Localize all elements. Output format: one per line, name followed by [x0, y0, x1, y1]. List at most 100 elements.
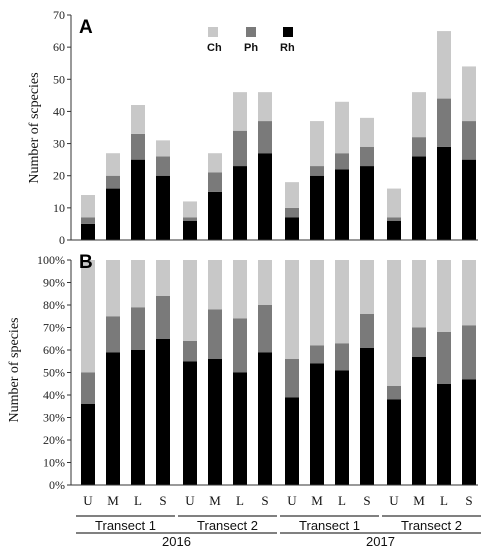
bar-segment-ph [208, 172, 222, 192]
group-label: Transect 2 [401, 518, 462, 533]
x-category-label: L [236, 493, 244, 508]
bar-segment-ch [156, 140, 170, 157]
bar-segment-ph [437, 98, 451, 147]
bar-segment-ch [412, 260, 426, 328]
bar-segment-ph [106, 316, 120, 353]
bar-segment-ph [258, 121, 272, 154]
bar-segment-rh [335, 169, 349, 240]
bar-segment-rh [81, 223, 95, 240]
bar-segment-ph [156, 156, 170, 176]
bar-segment-ch [106, 153, 120, 176]
bar-segment-ch [462, 260, 476, 326]
bar-segment-ph [437, 332, 451, 384]
bar-segment-ph [285, 207, 299, 218]
bar-segment-ch [310, 260, 324, 346]
bar-segment-rh [208, 191, 222, 240]
bar-segment-rh [437, 146, 451, 240]
bar-segment-rh [412, 156, 426, 240]
bar-segment-ch [335, 260, 349, 344]
bar-segment-ph [462, 121, 476, 160]
legend-swatch-rh [283, 27, 293, 37]
y-tick-label: 30 [53, 137, 65, 151]
transect-groups: Transect 1 Transect 2 Transect 1 Transect 2 [76, 515, 481, 533]
bar-segment-rh [258, 153, 272, 240]
bar-segment-ch [437, 31, 451, 99]
y-tick-label: 40 [53, 104, 65, 118]
year-label: 2017 [366, 534, 395, 549]
y-tick-label: 50% [43, 366, 65, 380]
bar-segment-ch [285, 260, 299, 359]
bar-segment-ph [233, 318, 247, 373]
bar-segment-rh [106, 188, 120, 240]
bar-segment-ph [360, 146, 374, 167]
bar-segment-ph [285, 359, 299, 398]
bar-segment-ch [233, 92, 247, 131]
bar-segment-ch [81, 195, 95, 218]
bar-segment-ph [183, 341, 197, 362]
bar-segment-rh [156, 338, 170, 485]
y-tick-label: 40% [43, 388, 65, 402]
bar-segment-ch [208, 260, 222, 310]
bar-segment-ph [412, 327, 426, 357]
y-tick-label: 80% [43, 298, 65, 312]
bar-segment-rh [310, 363, 324, 485]
bar-segment-rh [360, 166, 374, 240]
bar-segment-ch [258, 260, 272, 305]
bar-segment-ch [335, 101, 349, 154]
y-tick-label: 20 [53, 169, 65, 183]
panel-a-axes [70, 15, 478, 241]
bar-segment-ph [360, 314, 374, 348]
panel-b-bars [81, 260, 476, 485]
x-category-label: U [287, 493, 297, 508]
bar-segment-ph [258, 305, 272, 353]
bar-segment-rh [208, 359, 222, 485]
bar-segment-ch [183, 201, 197, 218]
y-tick-label: 60% [43, 343, 65, 357]
bar-segment-ph [387, 217, 401, 221]
bar-segment-ch [131, 260, 145, 308]
x-category-label: M [311, 493, 323, 508]
bar-segment-ph [81, 217, 95, 224]
bar-segment-ph [310, 345, 324, 364]
bar-segment-rh [106, 352, 120, 485]
bar-segment-ph [412, 137, 426, 157]
y-tick-label: 20% [43, 433, 65, 447]
legend: Ch Ph Rh [207, 27, 295, 54]
bar-segment-ch [233, 260, 247, 319]
y-tick-label: 10% [43, 456, 65, 470]
bar-segment-rh [233, 372, 247, 485]
y-tick-label: 10 [53, 201, 65, 215]
x-category-label: S [363, 493, 370, 508]
x-category-label: S [159, 493, 166, 508]
x-category-label: M [107, 493, 119, 508]
y-tick-label: 90% [43, 276, 65, 290]
y-tick-label: 70 [53, 8, 65, 22]
bar-segment-ch [412, 92, 426, 138]
bar-segment-ch [462, 66, 476, 122]
y-tick-label: 100% [37, 253, 65, 267]
bar-segment-ch [360, 260, 374, 314]
bar-segment-ph [233, 130, 247, 167]
bar-segment-ch [208, 153, 222, 173]
legend-swatch-ch [208, 27, 218, 37]
bar-segment-rh [387, 220, 401, 240]
bar-segment-ch [310, 121, 324, 167]
bar-segment-ch [81, 260, 95, 373]
bar-segment-ph [335, 343, 349, 371]
bar-segment-ph [183, 217, 197, 221]
bar-segment-ch [156, 260, 170, 296]
panel-b-letter: B [79, 252, 93, 273]
bar-segment-rh [131, 159, 145, 240]
y-tick-label: 50 [53, 72, 65, 86]
panel-a-y-axis-label: Number of scpecies [27, 72, 42, 183]
panel-b-axes [70, 260, 478, 486]
x-category-label: L [440, 493, 448, 508]
x-category-label: S [261, 493, 268, 508]
y-tick-label: 30% [43, 411, 65, 425]
bar-segment-ph [156, 296, 170, 339]
x-category-label: L [338, 493, 346, 508]
y-tick-label: 70% [43, 321, 65, 335]
bar-segment-rh [156, 175, 170, 240]
panel-a: A Ch Ph Rh Number of scpecies 0 10 20 30 40 5… [27, 8, 478, 247]
